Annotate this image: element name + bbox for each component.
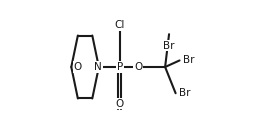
Text: P: P (117, 62, 123, 72)
Text: Br: Br (163, 41, 175, 51)
Text: Br: Br (183, 55, 194, 65)
Text: N: N (94, 62, 102, 72)
Text: Br: Br (179, 88, 190, 98)
Text: O: O (134, 62, 142, 72)
Text: O: O (74, 62, 82, 72)
Text: O: O (116, 99, 124, 109)
Text: Cl: Cl (115, 20, 125, 30)
